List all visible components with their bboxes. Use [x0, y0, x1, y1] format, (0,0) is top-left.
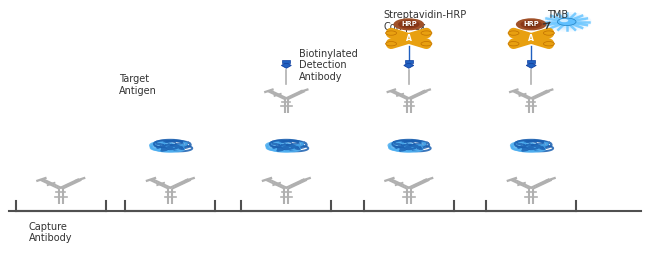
- Text: HRP: HRP: [401, 21, 417, 27]
- Text: TMB: TMB: [547, 10, 569, 21]
- Circle shape: [552, 16, 582, 28]
- Text: Streptavidin-HRP
Complex: Streptavidin-HRP Complex: [383, 10, 466, 32]
- Circle shape: [560, 19, 568, 22]
- Circle shape: [393, 18, 424, 30]
- Text: HRP: HRP: [523, 21, 539, 27]
- Circle shape: [421, 42, 432, 46]
- Polygon shape: [527, 60, 535, 63]
- Polygon shape: [281, 63, 291, 68]
- Circle shape: [398, 20, 419, 29]
- Text: Capture
Antibody: Capture Antibody: [29, 222, 72, 243]
- Polygon shape: [405, 60, 413, 63]
- Circle shape: [508, 42, 519, 46]
- Circle shape: [557, 18, 576, 25]
- Circle shape: [516, 18, 547, 30]
- Text: Biotinylated
Detection
Antibody: Biotinylated Detection Antibody: [299, 49, 358, 82]
- Circle shape: [508, 31, 519, 35]
- Text: A: A: [406, 34, 411, 43]
- Text: A: A: [528, 34, 534, 43]
- Circle shape: [385, 42, 396, 46]
- Circle shape: [543, 42, 554, 46]
- Circle shape: [547, 14, 587, 30]
- Circle shape: [521, 20, 542, 29]
- Circle shape: [541, 12, 592, 32]
- Polygon shape: [526, 63, 536, 68]
- Circle shape: [402, 22, 415, 27]
- Circle shape: [421, 31, 432, 35]
- Circle shape: [525, 22, 538, 27]
- Circle shape: [543, 31, 554, 35]
- Text: Target
Antigen: Target Antigen: [119, 74, 157, 96]
- Polygon shape: [404, 63, 413, 68]
- Circle shape: [385, 31, 396, 35]
- Polygon shape: [283, 60, 290, 63]
